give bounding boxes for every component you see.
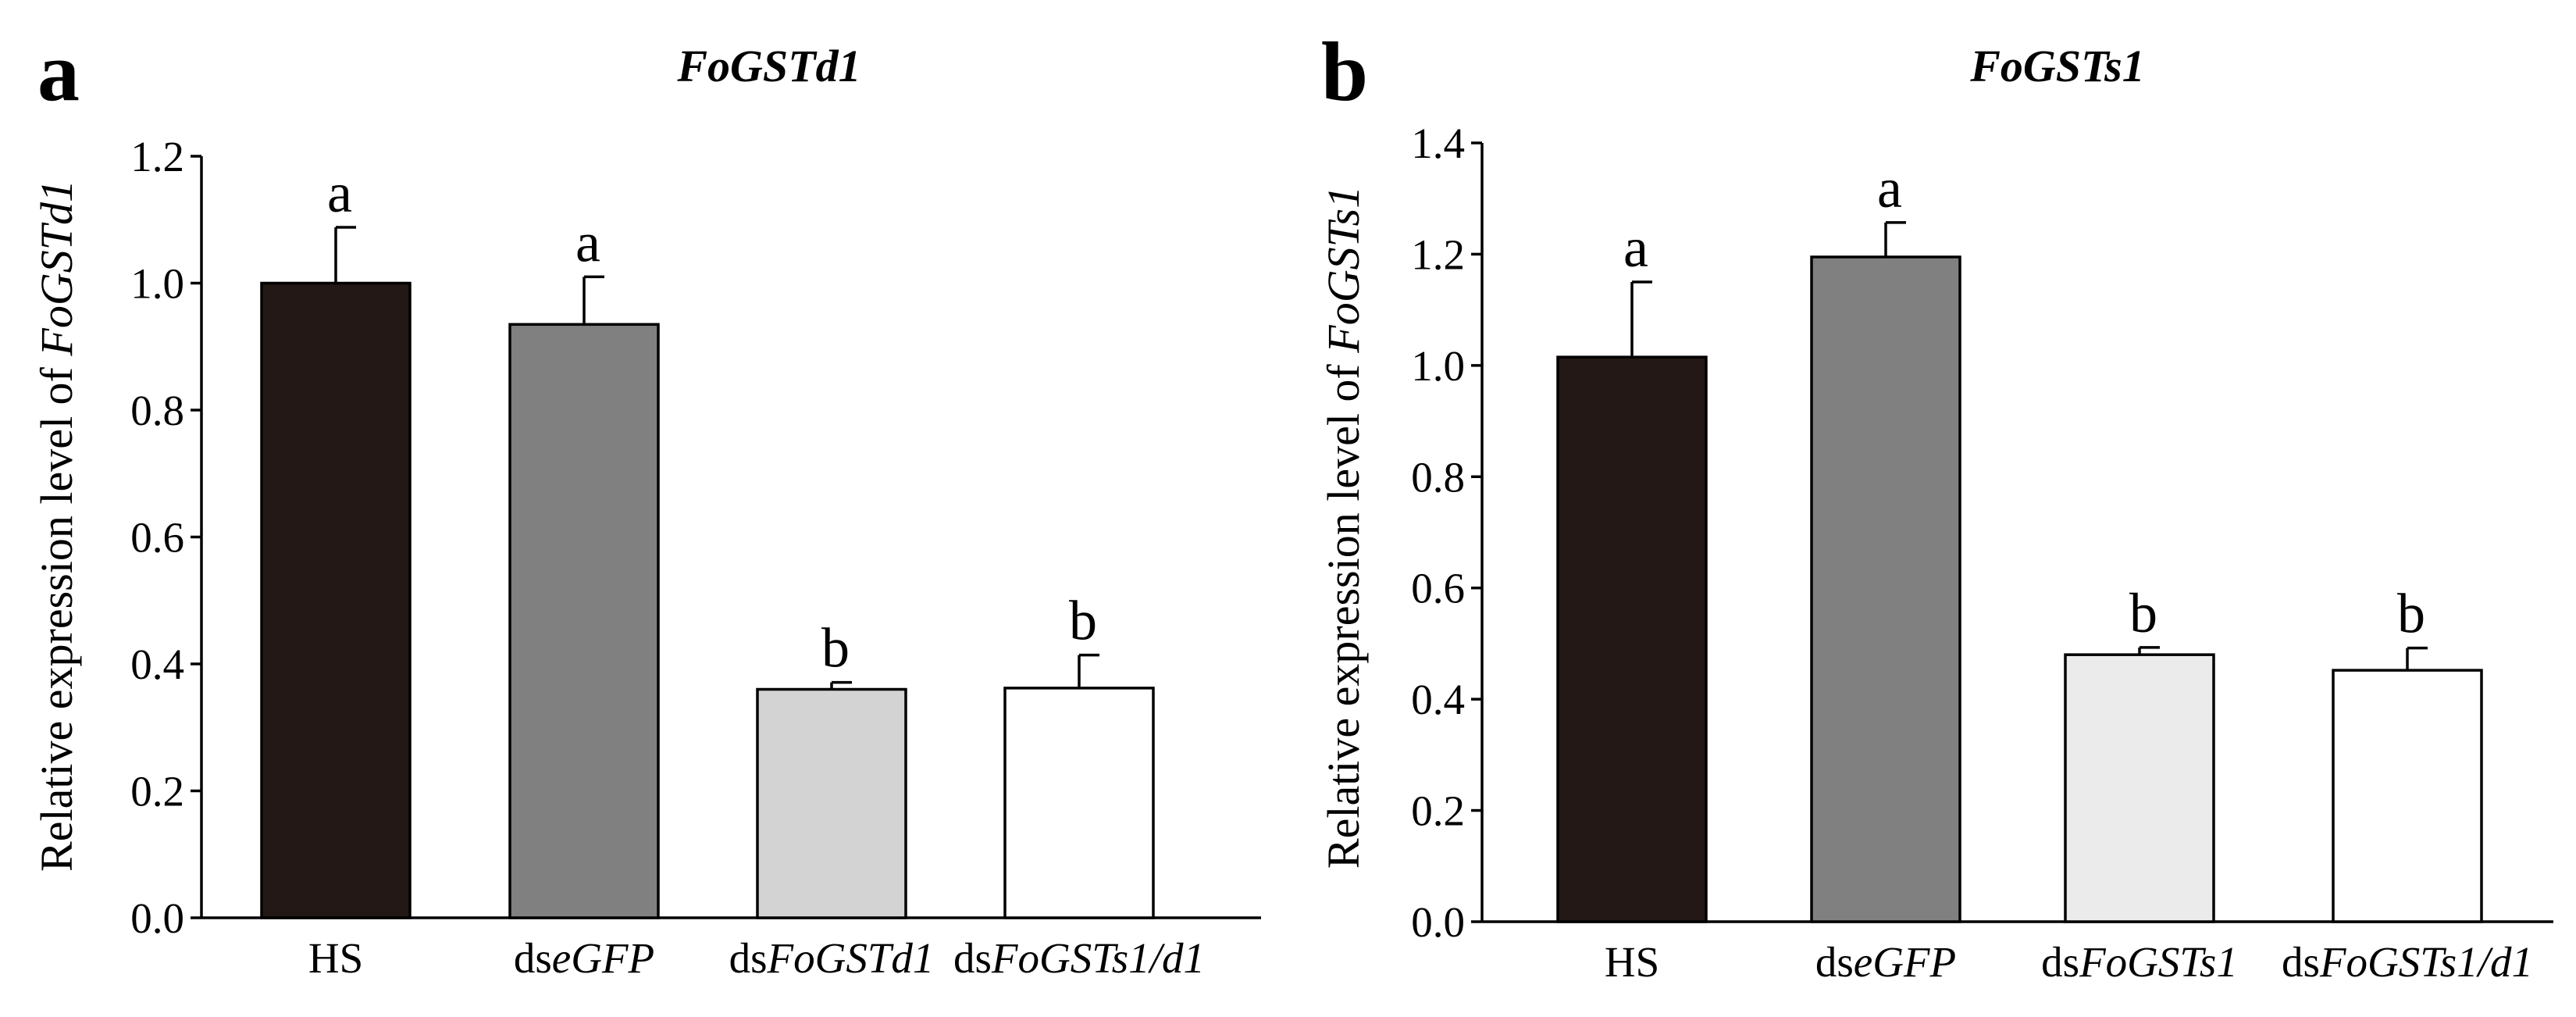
category-label-b-3: dsFoGSTs1/d1: [2282, 938, 2533, 986]
category-label-a-1: dseGFP: [514, 934, 654, 982]
significance-label-b-3: b: [2397, 583, 2425, 645]
panel-a: a FoGSTd1 Relative expression level of F…: [31, 26, 1261, 982]
y-tick-label-a-0: 0.0: [130, 894, 184, 942]
significance-label-b-0: a: [1623, 216, 1648, 279]
category-gene: eGFP: [552, 934, 654, 982]
bar-b-1: [1810, 255, 1961, 923]
y-axis-label-a: Relative expression level of FoGSTd1: [31, 180, 82, 872]
bar-b-2: [2064, 653, 2215, 923]
category-gene: eGFP: [1854, 938, 1956, 986]
y-tick-label-a-2: 0.4: [130, 641, 184, 688]
bar-b-3: [2332, 669, 2483, 923]
y-tick-label-b-2: 0.4: [1411, 676, 1465, 723]
y-tick-label-a-5: 1.0: [130, 260, 184, 308]
category-prefix: HS: [1605, 938, 1659, 986]
category-label-b-0: HS: [1605, 938, 1659, 986]
significance-label-b-1: a: [1877, 157, 1902, 219]
significance-label-a-1: a: [575, 211, 600, 273]
category-gene: FoGSTd1: [767, 934, 935, 982]
panel-b: b FoGSTs1 Relative expression level of F…: [1318, 26, 2553, 986]
significance-label-a-3: b: [1069, 590, 1097, 652]
y-tick-label-b-1: 0.2: [1411, 787, 1465, 835]
category-prefix: ds: [2041, 938, 2079, 986]
category-prefix: ds: [729, 934, 768, 982]
category-prefix: ds: [2282, 938, 2320, 986]
category-prefix: ds: [953, 934, 992, 982]
y-tick-label-b-0: 0.0: [1411, 898, 1465, 946]
category-label-b-2: dsFoGSTs1: [2041, 938, 2238, 986]
category-prefix: HS: [308, 934, 363, 982]
category-label-b-1: dseGFP: [1815, 938, 1956, 986]
y-tick-label-a-1: 0.2: [130, 768, 184, 815]
category-label-a-0: HS: [308, 934, 363, 982]
y-ticks-b: 0.0 0.2 0.4 0.6 0.8 1.0 1.2 1.4: [1411, 120, 1482, 946]
y-tick-label-b-3: 0.6: [1411, 565, 1465, 612]
bar-a-2: [756, 687, 907, 919]
y-tick-label-b-6: 1.2: [1411, 230, 1465, 278]
panel-letter-b: b: [1321, 26, 1368, 119]
category-gene: FoGSTs1/d1: [991, 934, 1205, 982]
bar-a-3: [1003, 687, 1155, 919]
y-ticks-a: 0.0 0.2 0.4 0.6 0.8 1.0 1.2: [130, 133, 201, 942]
bar-a-0: [260, 281, 412, 919]
category-gene: FoGSTs1: [2079, 938, 2238, 986]
bar-b-0: [1556, 355, 1708, 923]
panel-letter-a: a: [37, 26, 80, 119]
significance-label-a-2: b: [821, 617, 850, 680]
significance-label-b-2: b: [2129, 582, 2157, 644]
chart-title-a: FoGSTd1: [676, 41, 860, 91]
y-tick-label-a-6: 1.2: [130, 133, 184, 180]
y-tick-label-b-5: 1.0: [1411, 342, 1465, 390]
chart-title-b: FoGSTs1: [1969, 41, 2145, 91]
category-gene: FoGSTs1/d1: [2319, 938, 2533, 986]
y-tick-label-a-3: 0.6: [130, 514, 184, 562]
y-tick-label-a-4: 0.8: [130, 387, 184, 434]
category-label-a-3: dsFoGSTs1/d1: [953, 934, 1205, 982]
y-tick-label-b-7: 1.4: [1411, 120, 1465, 167]
y-tick-label-b-4: 0.8: [1411, 453, 1465, 501]
category-label-a-2: dsFoGSTd1: [729, 934, 935, 982]
bar-a-1: [508, 323, 660, 919]
category-prefix: ds: [514, 934, 552, 982]
y-axis-label-b: Relative expression level of FoGSTs1: [1318, 186, 1369, 869]
category-prefix: ds: [1815, 938, 1854, 986]
significance-label-a-0: a: [327, 162, 352, 224]
